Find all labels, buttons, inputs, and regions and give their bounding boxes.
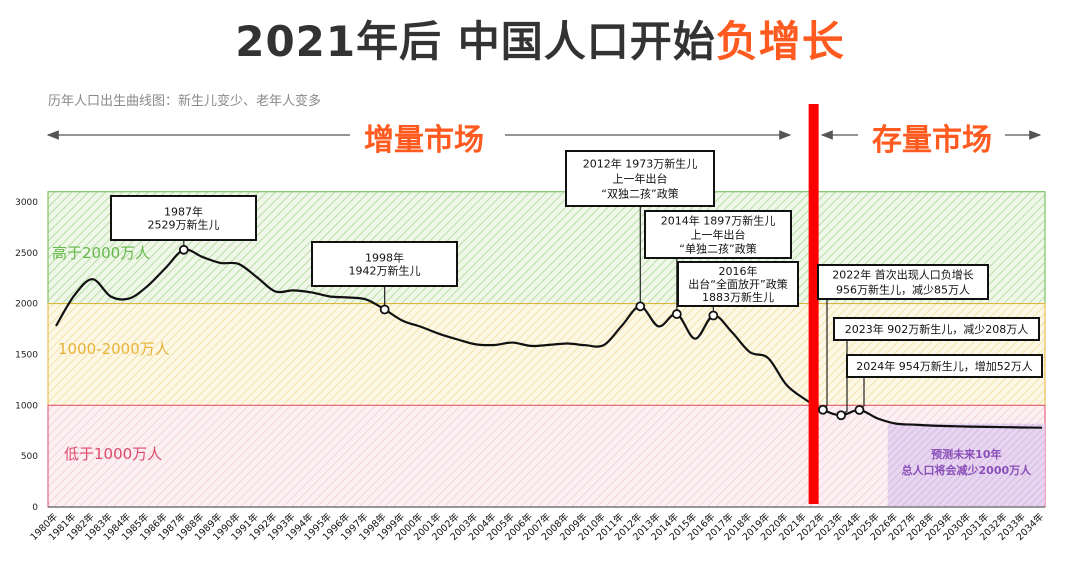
data-point-marker xyxy=(708,310,719,321)
annotation-text: 2016年 xyxy=(719,264,758,278)
y-tick-label: 3000 xyxy=(15,198,38,208)
annotation-text: “双独二孩”政策 xyxy=(601,187,678,201)
annotation-text: 956万新生儿，减少85万人 xyxy=(836,283,970,297)
annotation-text: 1883万新生儿 xyxy=(702,290,774,304)
forecast-band xyxy=(887,423,1045,506)
annotation-box xyxy=(565,150,715,207)
annotation-text: 2012年 1973万新生儿 xyxy=(583,157,698,171)
market-label-right: 存量市场 xyxy=(872,123,992,158)
annotation-text: 2014年 1897万新生儿 xyxy=(661,214,776,228)
y-tick-label: 2000 xyxy=(15,300,38,310)
data-point-marker xyxy=(379,304,390,315)
data-point-marker xyxy=(817,404,828,415)
data-point-marker xyxy=(854,405,865,415)
title-highlight: 负增长 xyxy=(715,17,845,66)
zone-label: 1000-2000万人 xyxy=(58,340,170,358)
annotation-text: “单独二孩”政策 xyxy=(679,242,756,256)
forecast-label: 预测未来10年 xyxy=(931,447,1001,461)
annotation-text: 2023年 902万新生儿，减少208万人 xyxy=(845,322,1028,336)
annotation-text: 上一年出台 xyxy=(691,228,746,242)
zone-label: 低于1000万人 xyxy=(64,445,162,463)
y-tick-label: 1000 xyxy=(15,401,38,411)
page-title: 2021年后 中国人口开始负增长 xyxy=(0,8,1080,69)
annotation-box xyxy=(110,195,257,241)
annotation-box xyxy=(644,210,792,259)
annotation-text: 出台“全面放开”政策 xyxy=(688,277,787,291)
chart-subtitle: 历年人口出生曲线图：新生儿变少、老年人变多 xyxy=(48,94,322,109)
annotation-box xyxy=(817,264,989,300)
data-point-marker xyxy=(671,309,682,319)
divider-bar xyxy=(808,104,819,504)
y-tick-label: 500 xyxy=(21,452,38,462)
annotation-text: 1987年 xyxy=(164,205,203,219)
y-tick-label: 1500 xyxy=(15,350,38,360)
annotation-text: 1998年 xyxy=(365,251,404,265)
y-tick-label: 2500 xyxy=(15,249,38,259)
annotation-box xyxy=(311,241,458,287)
annotation-text: 2529万新生儿 xyxy=(148,218,220,232)
annotation-text: 2024年 954万新生儿，增加52万人 xyxy=(856,359,1032,373)
series-line xyxy=(55,248,1043,429)
data-point-marker xyxy=(836,410,847,421)
data-point-marker xyxy=(635,301,646,312)
annotation-text: 上一年出台 xyxy=(613,172,668,186)
forecast-label: 总人口将会减少2000万人 xyxy=(902,463,1033,477)
annotation-text: 2022年 首次出现人口负增长 xyxy=(832,268,974,282)
y-tick-label: 0 xyxy=(32,503,38,513)
zone-band xyxy=(47,404,1046,508)
data-point-marker xyxy=(178,244,189,255)
annotation-box xyxy=(677,261,799,307)
annotation-box xyxy=(846,354,1043,378)
market-label-left: 增量市场 xyxy=(364,123,484,158)
title-main: 2021年后 中国人口开始 xyxy=(235,17,716,66)
zone-label: 高于2000万人 xyxy=(52,244,150,262)
annotation-text: 1942万新生儿 xyxy=(349,264,421,278)
annotation-box xyxy=(833,317,1040,341)
